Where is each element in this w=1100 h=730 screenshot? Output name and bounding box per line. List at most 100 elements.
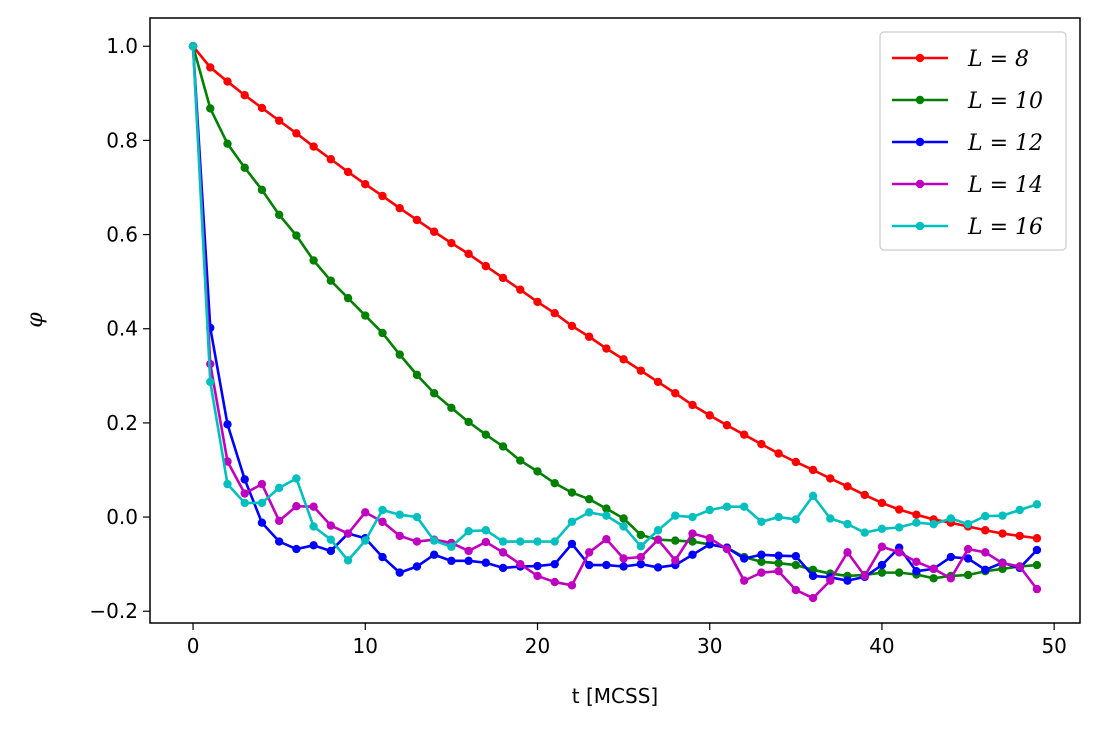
series-5-point [378, 505, 387, 515]
series-5-point [826, 514, 835, 523]
series-3-point [240, 475, 249, 484]
series-1-point [894, 505, 904, 514]
series-5-point [584, 508, 594, 517]
series-4-point [774, 567, 783, 576]
series-1-point [739, 430, 749, 439]
series-5-point [223, 479, 232, 489]
series-5-point [946, 514, 956, 523]
series-3-point [309, 541, 318, 550]
series-4-point [981, 548, 990, 557]
series-5-point [1032, 500, 1042, 509]
series-4-point [636, 552, 646, 562]
series-5-point [671, 511, 680, 520]
series-1-point [826, 474, 835, 483]
series-2-point [516, 456, 525, 465]
series-4-point [395, 531, 404, 541]
series-5-point [550, 537, 559, 546]
series-1-point [1032, 534, 1042, 543]
series-4-point [464, 546, 473, 556]
series-5-point [688, 512, 697, 522]
series-4-point [826, 576, 835, 585]
series-3-point [946, 552, 956, 562]
y-tick-label: 0.0 [106, 505, 138, 529]
series-1-point [722, 421, 732, 430]
series-2-point [206, 104, 215, 113]
series-5-point [481, 526, 491, 535]
series-2-point [240, 163, 249, 172]
series-5-point [929, 519, 938, 529]
series-4-point [791, 585, 801, 595]
series-4-point [963, 544, 973, 554]
y-axis-ticks: −0.2 0.0 0.2 0.4 0.6 0.8 1.0 [89, 34, 150, 623]
series-1-point [395, 204, 404, 213]
x-tick-label: 20 [525, 634, 550, 658]
series-3-point [877, 560, 887, 570]
series-4-point [257, 479, 267, 489]
series-1-point [877, 498, 887, 508]
legend-box [879, 31, 1067, 251]
y-tick-label: 0.8 [106, 128, 138, 152]
series-4-point [516, 559, 525, 569]
series-5-point [912, 518, 921, 527]
series-1-point [860, 490, 869, 500]
series-2-point [498, 442, 508, 451]
series-1-point [206, 63, 215, 72]
series-5-point [998, 511, 1007, 520]
series-1-point [636, 366, 646, 375]
series-4-point [808, 593, 818, 603]
series-4-point [309, 502, 318, 511]
series-4-point [378, 517, 387, 526]
legend-marker-4 [915, 179, 925, 189]
series-5-point [309, 522, 318, 531]
y-tick-label: 0.6 [106, 223, 138, 247]
series-4-point [584, 548, 594, 557]
series-5-point [722, 502, 732, 511]
series-3-point [292, 544, 301, 554]
series-4-point [550, 577, 559, 587]
series-4-point [877, 542, 887, 551]
series-3-point [257, 518, 267, 527]
series-5-point [464, 526, 473, 536]
series-5-point [343, 556, 353, 565]
series-2-point [292, 231, 301, 240]
series-1-point [292, 129, 301, 138]
series-5-point [188, 42, 198, 51]
series-5-point [981, 511, 990, 521]
series-1-point [791, 457, 801, 467]
series-4-point [757, 568, 766, 577]
series-5-point [739, 502, 749, 511]
series-4-point [929, 564, 938, 574]
series-1-point [516, 285, 525, 294]
series-2-point [671, 536, 680, 545]
series-2-point [1032, 560, 1042, 570]
series-1-point [757, 439, 766, 449]
series-2-point [412, 370, 422, 380]
x-tick-label: 0 [187, 634, 200, 658]
series-1-point [998, 529, 1007, 538]
legend-label-3: L = 12 [967, 131, 1043, 156]
series-4-point [498, 548, 508, 557]
series-5-point [361, 536, 370, 545]
series-2-point [533, 467, 542, 476]
series-3-point [912, 567, 921, 576]
series-5-point [963, 519, 973, 529]
series-2-point [688, 537, 697, 546]
series-4-point [292, 502, 301, 511]
series-2-point [274, 210, 284, 220]
series-4-point [653, 535, 663, 544]
series-3-point [464, 556, 473, 566]
series-2-point [447, 403, 456, 413]
series-2-point [378, 328, 387, 338]
series-4-point [912, 557, 921, 566]
series-2-point [429, 389, 439, 398]
series-3-point [412, 562, 422, 571]
series-3-point [429, 550, 439, 559]
series-1-point [550, 309, 559, 318]
series-3-point [602, 560, 611, 570]
series-4-point [240, 489, 249, 498]
series-5-point [619, 522, 628, 531]
legend: L = 8 L = 10 L = 12 L = 14 L = 16 [879, 31, 1067, 251]
series-1-point [412, 215, 422, 225]
series-2-point [481, 430, 491, 439]
series-1-point [309, 142, 318, 151]
